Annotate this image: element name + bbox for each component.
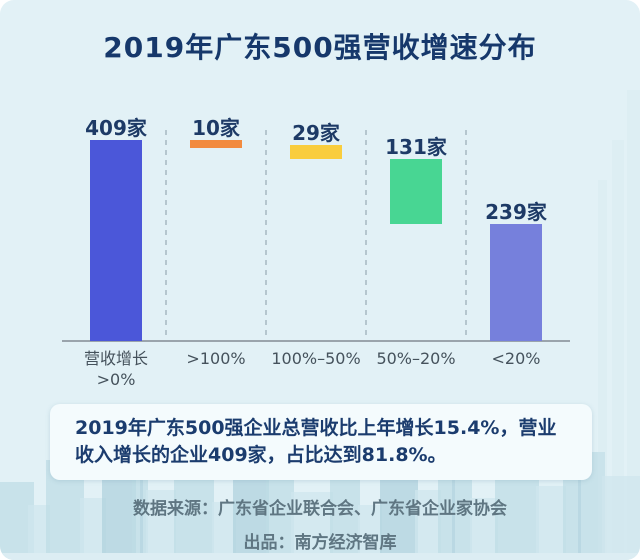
skyline-building: [233, 478, 269, 560]
summary-box: 2019年广东500强企业总营收比上年增长15.4%，营业收入增长的企业409家…: [50, 404, 592, 480]
footer: 数据来源：广东省企业联合会、广东省企业家协会 出品：南方经济智库: [0, 494, 640, 553]
skyline-building: [291, 492, 333, 560]
category-separator-line: [365, 130, 367, 341]
bar-count-label: 131家: [385, 135, 447, 160]
waterfall-bar-segment: [190, 140, 242, 148]
skyline-building: [146, 490, 176, 560]
ground-strip: [0, 553, 640, 560]
category-separator-line: [465, 130, 467, 341]
skyline-building: [330, 472, 360, 560]
x-axis-line: [62, 340, 570, 342]
waterfall-bar-segment: [290, 144, 342, 160]
skyline-building: [536, 486, 566, 560]
waterfall-bar-segment: [390, 159, 442, 224]
waterfall-bar-segment: [90, 140, 142, 341]
skyline-building: [102, 472, 136, 560]
skyline-antenna: [140, 422, 143, 560]
skyline-building: [602, 476, 640, 560]
skyline-building: [174, 465, 214, 560]
x-axis-tick-label: >100%: [186, 349, 246, 368]
bar-count-label: 239家: [485, 199, 547, 224]
skyline-building: [212, 502, 236, 560]
data-source-text: 数据来源：广东省企业联合会、广东省企业家协会: [133, 499, 507, 519]
skyline-building: [415, 490, 441, 560]
faint-edge-tower: [612, 140, 624, 560]
bar-count-label: 29家: [292, 120, 340, 145]
summary-text: 2019年广东500强企业总营收比上年增长15.4%，营业收入增长的企业409家…: [75, 417, 557, 466]
skyline-building: [470, 498, 498, 560]
skyline-antenna: [452, 428, 455, 560]
skyline-building: [495, 468, 539, 560]
chart-title: 2019年广东500强营收增速分布: [103, 31, 537, 64]
skyline-building: [358, 505, 382, 560]
faint-edge-tower: [598, 180, 607, 560]
publisher-text: 出品：南方经济智库: [243, 533, 397, 553]
category-separator-line: [165, 130, 167, 341]
waterfall-bar-segment: [490, 223, 542, 341]
skyline-building: [80, 498, 106, 560]
x-axis-tick-label: 100%–50%: [271, 349, 361, 368]
skyline-antenna: [578, 434, 581, 560]
skyline-building: [28, 505, 50, 560]
bar-count-label: 409家: [85, 116, 147, 140]
x-axis-tick-label: 50%–20%: [376, 349, 456, 368]
x-axis-tick-label: <20%: [491, 349, 541, 368]
x-axis-tick-label: 营收增长 >0%: [83, 349, 149, 389]
category-separator-line: [265, 130, 267, 341]
faint-edge-tower: [627, 90, 640, 560]
bar-count-label: 10家: [192, 116, 240, 140]
